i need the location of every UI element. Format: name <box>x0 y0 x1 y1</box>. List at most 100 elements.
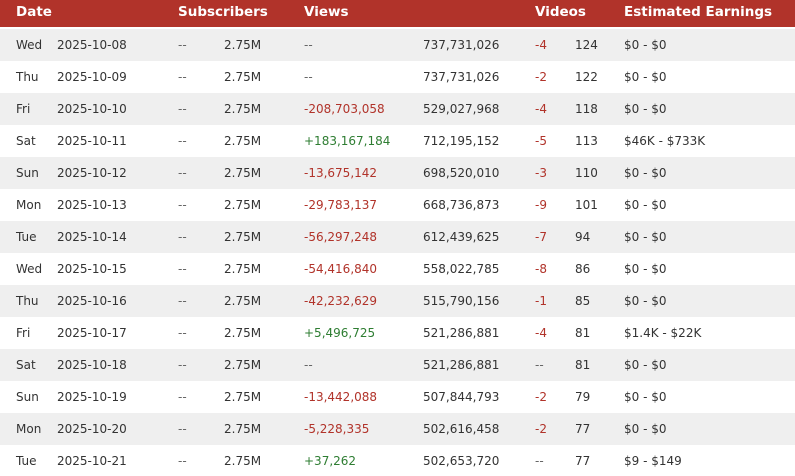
table-row: Fri 2025-10-17 -- 2.75M +5,496,725 521,2… <box>0 317 795 349</box>
column-header-views[interactable]: Views <box>304 4 349 20</box>
video-change-cell: -8 <box>535 262 547 276</box>
view-change-cell: -13,675,142 <box>304 166 378 180</box>
view-count-cell: 521,286,881 <box>423 358 500 372</box>
date-cell: 2025-10-19 <box>57 390 127 404</box>
earnings-cell: $1.4K - $22K <box>624 326 702 340</box>
view-change-cell: -208,703,058 <box>304 102 385 116</box>
date-cell: 2025-10-18 <box>57 358 127 372</box>
view-count-cell: 507,844,793 <box>423 390 500 404</box>
subscriber-change-cell: -- <box>178 422 187 436</box>
view-change-cell: -13,442,088 <box>304 390 378 404</box>
subscriber-count-cell: 2.75M <box>224 230 262 244</box>
subscriber-count-cell: 2.75M <box>224 390 262 404</box>
table-row: Sat 2025-10-18 -- 2.75M -- 521,286,881 -… <box>0 349 795 381</box>
video-change-cell: -3 <box>535 166 547 180</box>
video-count-cell: 110 <box>575 166 598 180</box>
subscriber-count-cell: 2.75M <box>224 262 262 276</box>
column-header-date[interactable]: Date <box>16 4 52 20</box>
table-row: Wed 2025-10-15 -- 2.75M -54,416,840 558,… <box>0 253 795 285</box>
view-count-cell: 521,286,881 <box>423 326 500 340</box>
video-count-cell: 85 <box>575 294 591 308</box>
earnings-cell: $0 - $0 <box>624 262 667 276</box>
video-change-cell: -4 <box>535 102 547 116</box>
video-count-cell: 118 <box>575 102 598 116</box>
view-count-cell: 668,736,873 <box>423 198 500 212</box>
video-count-cell: 94 <box>575 230 591 244</box>
subscriber-change-cell: -- <box>178 294 187 308</box>
view-count-cell: 558,022,785 <box>423 262 500 276</box>
view-count-cell: 502,616,458 <box>423 422 500 436</box>
day-cell: Thu <box>16 70 39 84</box>
subscriber-count-cell: 2.75M <box>224 358 262 372</box>
video-change-cell: -2 <box>535 390 547 404</box>
table-row: Sun 2025-10-12 -- 2.75M -13,675,142 698,… <box>0 157 795 189</box>
table-row: Sun 2025-10-19 -- 2.75M -13,442,088 507,… <box>0 381 795 413</box>
subscriber-change-cell: -- <box>178 198 187 212</box>
subscriber-change-cell: -- <box>178 70 187 84</box>
subscriber-count-cell: 2.75M <box>224 326 262 340</box>
video-change-cell: -1 <box>535 294 547 308</box>
earnings-cell: $9 - $149 <box>624 454 682 468</box>
view-count-cell: 698,520,010 <box>423 166 500 180</box>
subscriber-change-cell: -- <box>178 230 187 244</box>
day-cell: Mon <box>16 422 42 436</box>
date-cell: 2025-10-12 <box>57 166 127 180</box>
view-count-cell: 529,027,968 <box>423 102 500 116</box>
day-cell: Fri <box>16 326 31 340</box>
date-cell: 2025-10-21 <box>57 454 127 468</box>
date-cell: 2025-10-17 <box>57 326 127 340</box>
earnings-cell: $0 - $0 <box>624 38 667 52</box>
day-cell: Tue <box>16 454 37 468</box>
video-count-cell: 77 <box>575 422 591 436</box>
subscriber-change-cell: -- <box>178 326 187 340</box>
date-cell: 2025-10-15 <box>57 262 127 276</box>
earnings-cell: $46K - $733K <box>624 134 706 148</box>
video-count-cell: 124 <box>575 38 598 52</box>
earnings-cell: $0 - $0 <box>624 70 667 84</box>
earnings-cell: $0 - $0 <box>624 166 667 180</box>
view-change-cell: -- <box>304 38 313 52</box>
view-count-cell: 737,731,026 <box>423 70 500 84</box>
view-change-cell: -5,228,335 <box>304 422 370 436</box>
view-change-cell: -54,416,840 <box>304 262 378 276</box>
view-change-cell: -- <box>304 358 313 372</box>
table-header: Date Subscribers Views Videos Estimated … <box>0 0 795 27</box>
day-cell: Tue <box>16 230 37 244</box>
video-change-cell: -5 <box>535 134 547 148</box>
subscriber-change-cell: -- <box>178 134 187 148</box>
view-count-cell: 712,195,152 <box>423 134 500 148</box>
table-row: Tue 2025-10-21 -- 2.75M +37,262 502,653,… <box>0 445 795 476</box>
subscriber-change-cell: -- <box>178 102 187 116</box>
day-cell: Sun <box>16 390 39 404</box>
table-row: Thu 2025-10-16 -- 2.75M -42,232,629 515,… <box>0 285 795 317</box>
date-cell: 2025-10-13 <box>57 198 127 212</box>
subscriber-count-cell: 2.75M <box>224 454 262 468</box>
subscriber-count-cell: 2.75M <box>224 102 262 116</box>
video-change-cell: -2 <box>535 422 547 436</box>
view-change-cell: -56,297,248 <box>304 230 378 244</box>
table-row: Thu 2025-10-09 -- 2.75M -- 737,731,026 -… <box>0 61 795 93</box>
subscriber-change-cell: -- <box>178 390 187 404</box>
video-count-cell: 81 <box>575 326 591 340</box>
view-change-cell: +37,262 <box>304 454 357 468</box>
video-count-cell: 122 <box>575 70 598 84</box>
view-change-cell: -42,232,629 <box>304 294 378 308</box>
column-header-videos[interactable]: Videos <box>535 4 586 20</box>
column-header-subscribers[interactable]: Subscribers <box>178 4 268 20</box>
view-count-cell: 502,653,720 <box>423 454 500 468</box>
subscriber-change-cell: -- <box>178 358 187 372</box>
day-cell: Sat <box>16 358 36 372</box>
earnings-cell: $0 - $0 <box>624 358 667 372</box>
subscriber-count-cell: 2.75M <box>224 70 262 84</box>
video-change-cell: -- <box>535 454 544 468</box>
video-count-cell: 81 <box>575 358 591 372</box>
day-cell: Mon <box>16 198 42 212</box>
subscriber-count-cell: 2.75M <box>224 198 262 212</box>
subscriber-change-cell: -- <box>178 262 187 276</box>
video-count-cell: 101 <box>575 198 598 212</box>
date-cell: 2025-10-08 <box>57 38 127 52</box>
view-count-cell: 515,790,156 <box>423 294 500 308</box>
video-change-cell: -4 <box>535 326 547 340</box>
column-header-earnings[interactable]: Estimated Earnings <box>624 4 773 20</box>
video-count-cell: 113 <box>575 134 598 148</box>
